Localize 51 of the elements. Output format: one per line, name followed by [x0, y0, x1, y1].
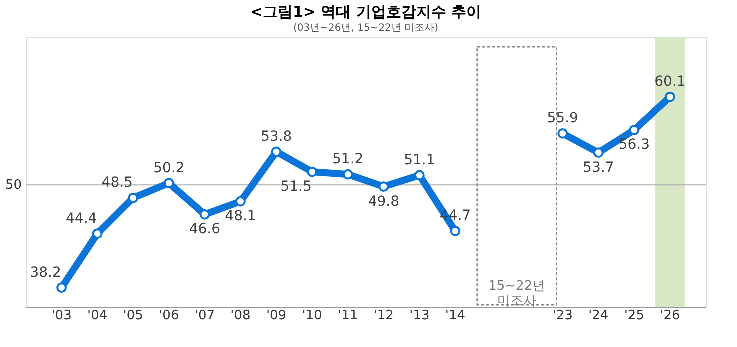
data-label: 51.2 — [332, 152, 364, 168]
point — [307, 166, 318, 178]
x-tick-label: '12 — [374, 308, 394, 324]
data-label: 53.7 — [583, 160, 614, 176]
point — [200, 210, 210, 220]
chart-subtitle: (03년~26년, 15~22년 미조사) — [294, 23, 439, 34]
point — [236, 196, 246, 207]
data-label: 60.1 — [654, 74, 686, 90]
data-label: 49.8 — [368, 194, 400, 210]
point — [164, 178, 174, 188]
chart-title: <그림1> 역대 기업호감지수 추이 — [250, 3, 482, 21]
x-tick-label: '24 — [588, 308, 609, 324]
point — [665, 92, 676, 102]
x-tick-label: '23 — [552, 308, 573, 324]
x-tick-label: '05 — [123, 308, 144, 324]
x-tick-label: '13 — [410, 308, 430, 324]
x-tick-label: '09 — [266, 308, 287, 324]
point — [92, 228, 103, 240]
point — [271, 146, 282, 158]
point — [414, 170, 425, 181]
data-label: 46.6 — [189, 222, 221, 238]
data-label: 38.2 — [30, 264, 62, 281]
point — [629, 125, 640, 136]
x-tick-label: '11 — [338, 308, 358, 324]
point — [378, 182, 390, 192]
data-label: 51.1 — [404, 152, 436, 168]
x-tick-label: '25 — [624, 308, 644, 324]
point — [128, 192, 139, 204]
x-tick-label: '08 — [230, 308, 251, 324]
point — [593, 148, 604, 158]
data-label: 53.8 — [260, 128, 292, 145]
data-label: 55.9 — [547, 110, 578, 127]
x-tick-label: '14 — [445, 308, 466, 324]
data-label: 51.5 — [280, 179, 312, 195]
point — [56, 282, 67, 294]
point — [450, 226, 461, 236]
data-label: 56.3 — [618, 137, 650, 154]
data-label: 44.4 — [66, 210, 98, 227]
x-tick-label: '10 — [302, 308, 322, 324]
x-tick-label: '03 — [52, 308, 72, 324]
annotation: 15~22년 미조사 — [488, 279, 546, 309]
x-tick-label: '04 — [88, 308, 108, 324]
ref-line-label: 50 — [5, 178, 22, 194]
data-label: 50.2 — [154, 160, 185, 176]
point — [558, 128, 568, 139]
data-label: 48.1 — [225, 208, 256, 225]
x-tick-label: '26 — [660, 308, 680, 324]
point — [342, 169, 354, 180]
data-label: 48.5 — [102, 175, 133, 192]
x-tick-label: '06 — [159, 308, 180, 324]
x-tick-label: '07 — [194, 308, 216, 324]
